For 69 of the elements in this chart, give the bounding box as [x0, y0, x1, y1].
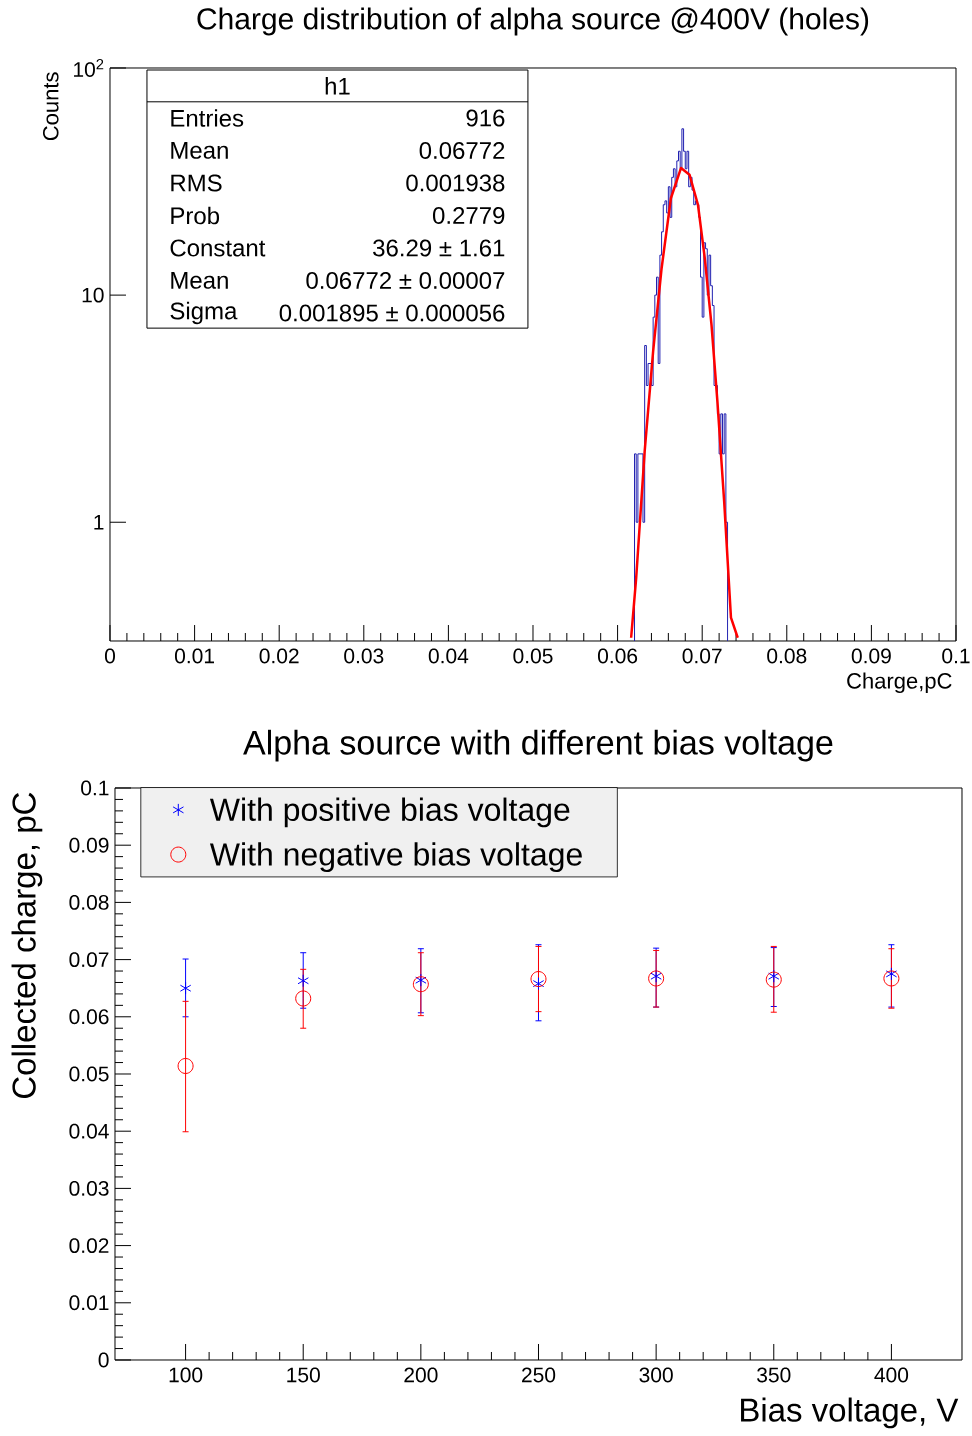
x-tick-label: 400 [874, 1367, 909, 1383]
annotation: 0.001938 [406, 174, 505, 192]
y-tick-label: 10 [82, 287, 104, 303]
point [883, 970, 900, 987]
x-tick-label: 0.01 [174, 648, 214, 664]
y-tick-label: 1 [94, 515, 104, 530]
point [295, 990, 312, 1007]
x-tick-label: 0.05 [513, 648, 553, 664]
x-tick-label: 350 [757, 1367, 791, 1383]
annotation: Mean [171, 272, 228, 289]
x-tick-label: 0.06 [597, 648, 638, 664]
chart-title: Charge distribution of alpha source @400V (holes) [197, 7, 869, 36]
point [885, 967, 898, 981]
x-tick-label: 0.03 [344, 648, 384, 664]
line-series [629, 166, 739, 640]
y-tick-label: 0.09 [69, 837, 109, 853]
y-tick-label: 0.03 [69, 1180, 109, 1196]
y-tick-label: 0.05 [69, 1066, 109, 1082]
annotation: Entries [171, 109, 244, 127]
point [532, 977, 545, 991]
x-tick-label: 0.08 [767, 648, 807, 664]
annotation: Sigma [170, 301, 238, 325]
x-tick-label: 300 [639, 1367, 673, 1383]
annotation: 0.001895 ± 0.000056 [279, 304, 505, 322]
point [765, 971, 782, 988]
point [177, 1057, 194, 1074]
legend-label: With positive bias voltage [209, 797, 570, 828]
legend-label: With negative bias voltage [209, 842, 582, 873]
y-tick-label: 10$^{2}$ [74, 59, 104, 77]
point [297, 974, 309, 988]
x-tick-label: 200 [404, 1367, 438, 1383]
annotation: Mean [171, 142, 228, 159]
point [768, 969, 780, 983]
y-tick-label: 0.1 [81, 780, 109, 796]
y-tick-label: 0.07 [69, 952, 109, 968]
x-axis-title: Bias voltage, V [741, 1397, 959, 1429]
point [179, 981, 192, 995]
x-tick-label: 0.09 [851, 648, 891, 664]
y-tick-label: 0.04 [69, 1123, 109, 1139]
y-tick-label: 0.08 [69, 894, 109, 910]
annotation: 0.06772 ± 0.00007 [306, 272, 505, 289]
annotation: Prob [171, 206, 220, 225]
chart-title: Alpha source with different bias voltage [243, 729, 833, 762]
point [650, 969, 662, 983]
x-tick-label: 100 [169, 1367, 203, 1383]
annotation: 36.29 ± 1.61 [373, 239, 505, 257]
x-tick-label: 150 [287, 1367, 320, 1383]
x-tick-label: 0.04 [428, 648, 469, 664]
point [648, 970, 665, 987]
x-axis-title: Charge,pC [847, 672, 952, 694]
point [412, 976, 429, 993]
y-tick-label: 0.01 [69, 1295, 109, 1311]
y-tick-label: 0.02 [69, 1238, 109, 1254]
x-tick-label: 0.1 [942, 648, 970, 664]
point [415, 973, 427, 987]
point [530, 971, 547, 988]
annotation: 0.06772 [419, 142, 505, 159]
y-axis-title: Counts [42, 72, 59, 141]
annotation: RMS [171, 174, 222, 192]
annotation: 916 [466, 109, 505, 127]
x-tick-label: 250 [522, 1367, 556, 1383]
annotation: Constant [170, 239, 266, 257]
y-axis-title: Collected charge, pC [11, 792, 43, 1099]
y-tick-label: 0 [98, 1352, 109, 1368]
annotation: 0.2779 [432, 207, 505, 224]
y-tick-label: 0.06 [69, 1009, 109, 1025]
x-tick-label: 0.07 [682, 648, 722, 664]
x-tick-label: 0.02 [259, 648, 299, 664]
annotation: h1 [325, 77, 350, 95]
